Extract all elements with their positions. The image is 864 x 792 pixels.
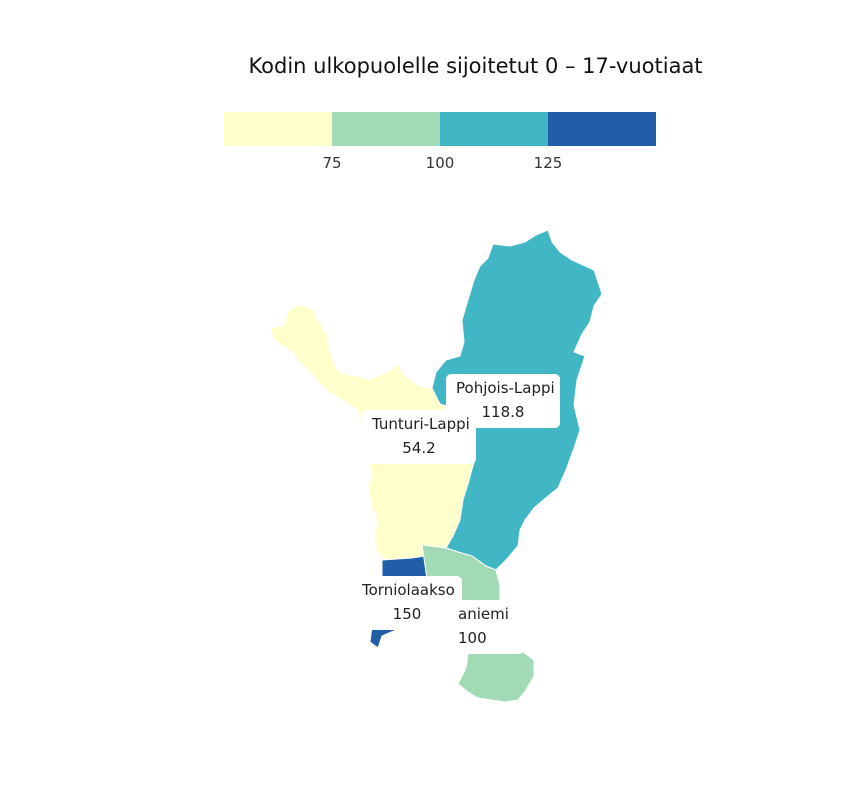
label-tunturi-lappi: Tunturi-Lappi 54.2 (362, 410, 476, 464)
region-value: 100 (458, 629, 487, 647)
legend-tick-100: 100 (425, 154, 455, 172)
region-value: 150 (392, 605, 422, 623)
region-name: Pohjois-Lappi (456, 379, 555, 397)
legend-ticks: 75 100 125 (224, 154, 656, 174)
legend-swatch-4 (548, 112, 656, 146)
region-name: Torniolaakso (362, 581, 455, 599)
legend-tick-75: 75 (322, 154, 342, 172)
region-name: aniemi (458, 605, 509, 623)
legend-swatch-1 (224, 112, 332, 146)
region-name: Tunturi-Lappi (372, 415, 470, 433)
color-legend (224, 112, 656, 146)
legend-swatch-3 (440, 112, 548, 146)
region-value: 54.2 (402, 439, 436, 457)
map-title: Kodin ulkopuolelle sijoitetut 0 – 17-vuo… (248, 54, 703, 78)
label-kemi-tornio: aniemi 100 (432, 600, 524, 654)
region-value: 118.8 (481, 403, 525, 421)
label-pohjois-lappi: Pohjois-Lappi 118.8 (446, 374, 560, 428)
legend-swatch-2 (332, 112, 440, 146)
legend-tick-125: 125 (533, 154, 563, 172)
